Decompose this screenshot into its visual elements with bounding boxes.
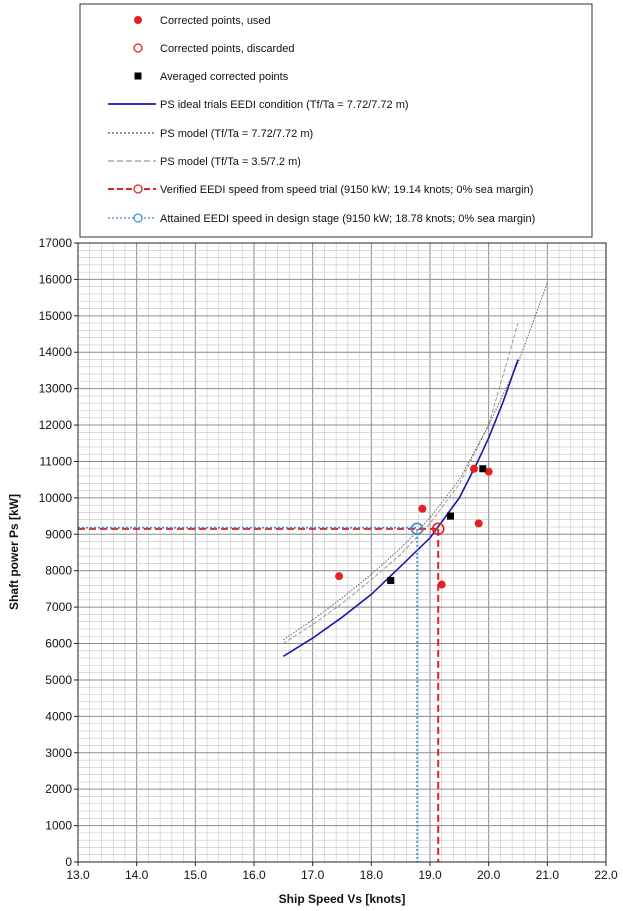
y-tick-label: 17000 <box>39 236 73 250</box>
legend-item: Attained EEDI speed in design stage (915… <box>108 213 535 225</box>
y-tick-label: 12000 <box>39 418 73 432</box>
plot-area: 13.0 14.0 15.0 16.0 17.0 18.0 19.0 20.0 21.0 22.0… <box>39 236 618 882</box>
legend-label: Averaged corrected points <box>160 71 289 83</box>
x-tick-label: 22.0 <box>594 868 618 882</box>
y-tick-label: 9000 <box>45 527 72 541</box>
legend-marker-swatch <box>134 16 142 24</box>
y-tick-label: 10000 <box>39 491 73 505</box>
y-tick-label: 15000 <box>39 309 73 323</box>
series-line <box>282 359 519 657</box>
y-tick-label: 6000 <box>45 637 72 651</box>
y-tick-label: 13000 <box>39 382 73 396</box>
x-tick-label: 14.0 <box>125 868 149 882</box>
corrected-point-used <box>335 572 344 581</box>
averaged-corrected-point <box>479 465 487 473</box>
verified-speed-marker <box>431 522 445 536</box>
x-tick-label: 19.0 <box>418 868 442 882</box>
x-tick-label: 20.0 <box>477 868 501 882</box>
legend-item: PS model (Tf/Ta = 7.72/7.72 m) <box>108 128 313 140</box>
legend-marker-swatch <box>134 72 142 80</box>
x-tick-label: 21.0 <box>536 868 560 882</box>
plot-background <box>78 243 606 862</box>
legend-marker-swatch <box>133 184 143 194</box>
y-tick-label: 5000 <box>45 673 72 687</box>
averaged-corrected-point <box>447 512 455 520</box>
legend-item: PS model (Tf/Ta = 3.5/7.2 m) <box>108 156 301 168</box>
legend-item: Corrected points, discarded <box>133 43 295 55</box>
legend-item: Corrected points, used <box>134 15 271 27</box>
x-tick-label: 13.0 <box>66 868 90 882</box>
y-tick-label: 0 <box>65 855 72 869</box>
legend: Corrected points, used Corrected points, … <box>79 3 593 238</box>
x-tick-label: 15.0 <box>184 868 208 882</box>
corrected-point-used <box>437 580 446 589</box>
legend-label: PS ideal trials EEDI condition (Tf/Ta = … <box>160 99 409 111</box>
y-tick-label: 1000 <box>45 819 72 833</box>
legend-item: PS ideal trials EEDI condition (Tf/Ta = … <box>108 99 409 111</box>
y-tick-label: 4000 <box>45 709 72 723</box>
legend-label: Corrected points, used <box>160 15 271 27</box>
legend-item: Verified EEDI speed from speed trial (91… <box>108 184 533 196</box>
attained-speed-marker <box>410 522 424 536</box>
y-tick-label: 8000 <box>45 564 72 578</box>
y-axis-title: Shaft power Ps [kW] <box>7 494 21 610</box>
x-tick-label: 17.0 <box>301 868 325 882</box>
x-tick-label: 16.0 <box>242 868 266 882</box>
series-line <box>283 322 519 644</box>
plot-frame <box>77 242 607 863</box>
legend-marker-swatch <box>133 213 143 223</box>
x-tick-label: 18.0 <box>360 868 384 882</box>
y-tick-label: 11000 <box>40 454 73 468</box>
averaged-corrected-point <box>387 577 395 585</box>
x-axis-title: Ship Speed Vs [knots] <box>279 892 406 906</box>
y-tick-label: 16000 <box>39 272 73 286</box>
y-tick-label: 2000 <box>45 782 72 796</box>
legend-frame <box>79 3 593 238</box>
legend-label: PS model (Tf/Ta = 7.72/7.72 m) <box>160 128 313 140</box>
corrected-point-used <box>484 467 493 476</box>
legend-item: Averaged corrected points <box>134 71 289 83</box>
legend-label: Corrected points, discarded <box>160 43 295 55</box>
corrected-point-used <box>474 519 483 528</box>
legend-label: PS model (Tf/Ta = 3.5/7.2 m) <box>160 156 301 168</box>
y-tick-label: 7000 <box>45 600 72 614</box>
corrected-point-used <box>470 464 478 473</box>
corrected-point-used <box>418 504 427 513</box>
legend-marker-swatch <box>133 43 143 53</box>
legend-label: Attained EEDI speed in design stage (915… <box>160 213 535 225</box>
legend-label: Verified EEDI speed from speed trial (91… <box>160 184 533 196</box>
y-tick-label: 3000 <box>45 746 72 760</box>
y-tick-label: 14000 <box>39 345 73 359</box>
